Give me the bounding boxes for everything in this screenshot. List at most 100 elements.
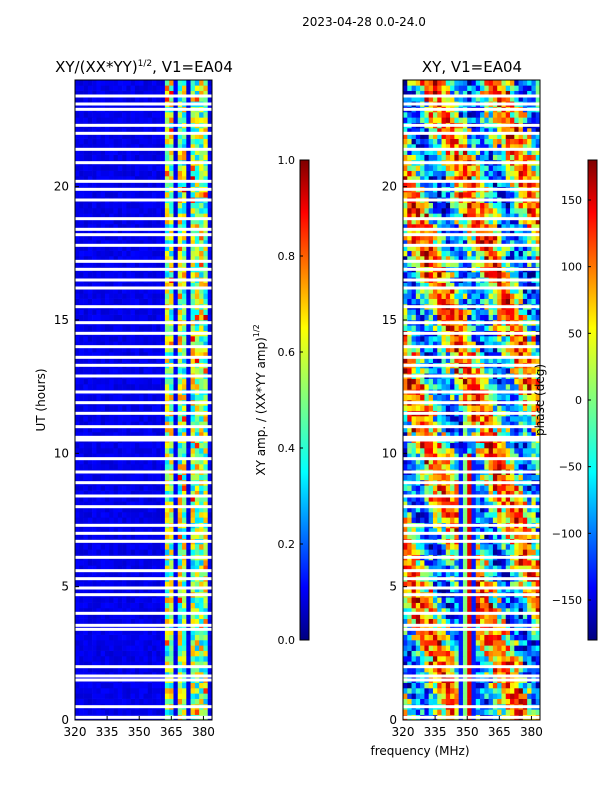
heatmap-cell [147, 298, 153, 305]
heatmap-cell [134, 613, 140, 619]
heatmap-cell [134, 250, 140, 257]
heatmap-cell [194, 618, 200, 625]
heatmap-cell [134, 133, 140, 139]
heatmap-cell [203, 282, 209, 289]
heatmap-cell [428, 597, 434, 603]
heatmap-cell [501, 602, 507, 609]
heatmap-cell [83, 629, 89, 635]
heatmap-cell [143, 682, 149, 689]
heatmap-cell [109, 181, 114, 187]
heatmap-cell [117, 560, 123, 566]
heatmap-cell [96, 666, 101, 673]
heatmap-cell [83, 618, 89, 625]
heatmap-cell [428, 645, 434, 651]
heatmap-cell [152, 394, 157, 401]
heatmap-cell [407, 688, 412, 694]
heatmap-cell [87, 666, 93, 673]
heatmap-cell [510, 613, 515, 619]
heatmap-cell [186, 458, 191, 465]
heatmap-cell [109, 570, 114, 577]
heatmap-cell [83, 256, 89, 262]
heatmap-cell [122, 128, 127, 134]
heatmap-cell [199, 341, 204, 347]
heatmap-cell [147, 256, 153, 262]
heatmap-cell [160, 506, 166, 513]
heatmap-cell [83, 533, 89, 539]
heatmap-cell [173, 640, 179, 646]
heatmap-cell [407, 597, 412, 603]
heatmap-cell [199, 154, 204, 161]
heatmap-cell [134, 341, 140, 347]
heatmap-cell [169, 618, 174, 625]
heatmap-cell [415, 698, 421, 705]
heatmap-cell [164, 90, 170, 97]
heatmap-cell [160, 560, 166, 566]
heatmap-cell [182, 357, 187, 363]
heatmap-cell [207, 544, 213, 550]
heatmap-cell [169, 656, 174, 662]
heatmap-cell [100, 698, 106, 705]
heatmap-cell [169, 309, 174, 315]
heatmap-cell [194, 474, 200, 481]
heatmap-cell [177, 213, 183, 219]
heatmap-cell [514, 618, 519, 625]
heatmap-cell [186, 597, 191, 603]
heatmap-cell [113, 565, 119, 571]
flagged-row [75, 627, 212, 631]
heatmap-cell [203, 133, 209, 139]
heatmap-cell [109, 282, 114, 289]
heatmap-cell [190, 256, 196, 262]
heatmap-cell [169, 570, 174, 577]
phase-heatmap [403, 80, 541, 721]
heatmap-cell [152, 234, 157, 241]
heatmap-cell [117, 245, 123, 251]
heatmap-cell [160, 90, 166, 97]
heatmap-cell [411, 693, 417, 699]
heatmap-cell [190, 533, 196, 539]
heatmap-cell [130, 128, 136, 134]
heatmap-cell [173, 709, 179, 715]
heatmap-cell [113, 608, 119, 614]
heatmap-cell [113, 656, 119, 662]
heatmap-cell [75, 650, 80, 657]
heatmap-cell [147, 458, 153, 465]
heatmap-cell [164, 213, 170, 219]
heatmap-cell [182, 565, 187, 571]
heatmap-cell [147, 117, 153, 123]
heatmap-cell [462, 634, 468, 641]
heatmap-row [75, 517, 213, 523]
heatmap-cell [173, 112, 179, 118]
heatmap-cell [190, 544, 196, 550]
heatmap-cell [156, 298, 161, 305]
heatmap-cell [497, 666, 502, 673]
heatmap-cell [87, 656, 93, 662]
heatmap-cell [109, 368, 114, 374]
heatmap-cell [190, 656, 196, 662]
heatmap-cell [87, 544, 93, 550]
heatmap-cell [458, 613, 464, 619]
heatmap-cell [471, 581, 477, 587]
heatmap-cell [441, 597, 447, 603]
heatmap-cell [104, 517, 110, 523]
heatmap-cell [462, 570, 468, 577]
heatmap-cell [109, 464, 114, 470]
heatmap-cell [492, 634, 498, 641]
heatmap-cell [169, 218, 174, 225]
heatmap-cell [96, 512, 101, 518]
heatmap-cell [147, 501, 153, 507]
heatmap-cell [160, 496, 166, 502]
heatmap-cell [117, 250, 123, 257]
heatmap-row [75, 634, 213, 641]
heatmap-cell [156, 133, 161, 139]
heatmap-cell [475, 618, 481, 625]
heatmap-cell [164, 298, 170, 305]
heatmap-cell [113, 293, 119, 299]
heatmap-cell [450, 602, 455, 609]
heatmap-cell [79, 517, 84, 523]
heatmap-cell [177, 613, 183, 619]
heatmap-cell [182, 309, 187, 315]
flagged-row [75, 161, 212, 165]
heatmap-cell [501, 650, 507, 657]
heatmap-cell [194, 560, 200, 566]
heatmap-cell [182, 656, 187, 662]
